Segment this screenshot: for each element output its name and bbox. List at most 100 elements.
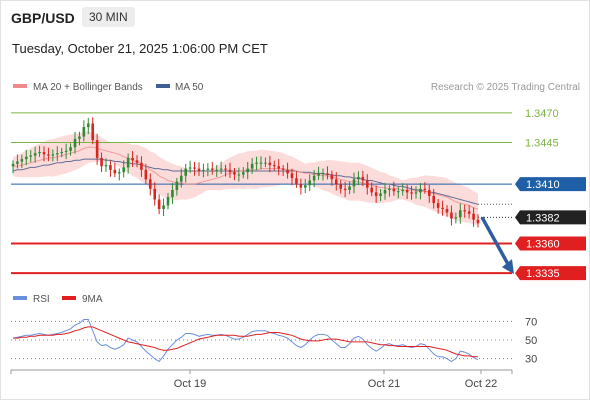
price-levels bbox=[11, 112, 512, 275]
candle-body bbox=[206, 168, 210, 170]
candle-body bbox=[153, 188, 157, 200]
candle-body bbox=[295, 178, 298, 185]
chart-datetime: Tuesday, October 21, 2025 1:06:00 PM CET bbox=[12, 41, 268, 56]
candle-body bbox=[20, 159, 24, 162]
candle-body bbox=[131, 157, 134, 161]
candle-body bbox=[401, 190, 405, 192]
level-tag-support bbox=[515, 266, 586, 281]
candle-body bbox=[348, 186, 351, 190]
candle-body bbox=[126, 157, 130, 168]
candle-body bbox=[175, 181, 179, 190]
forecast-arrow-shaft bbox=[480, 216, 510, 265]
candle-body bbox=[86, 123, 90, 128]
candle-body bbox=[117, 172, 121, 174]
candle-body bbox=[414, 192, 418, 194]
candle-body bbox=[476, 219, 480, 224]
candle-body bbox=[255, 162, 258, 164]
candle-body bbox=[193, 167, 196, 169]
candle-body bbox=[427, 190, 431, 196]
candle-body bbox=[352, 179, 356, 187]
candle-body bbox=[441, 207, 444, 209]
resistance-label: 1.3470 bbox=[525, 108, 559, 120]
candle-body bbox=[82, 127, 86, 137]
candle-body bbox=[188, 167, 192, 169]
x-tick-label: Oct 22 bbox=[465, 378, 497, 390]
candle-body bbox=[140, 162, 143, 170]
ma20-legend-label: MA 20 + Bollinger Bands bbox=[33, 82, 143, 93]
candle-body bbox=[166, 197, 170, 206]
candle-body bbox=[69, 147, 72, 151]
forecast-arrow bbox=[480, 216, 514, 275]
candle-body bbox=[286, 169, 289, 174]
candle-body bbox=[458, 210, 462, 218]
ma20-line bbox=[13, 146, 479, 210]
candle-body bbox=[33, 153, 37, 156]
ma20-legend-swatch bbox=[13, 84, 27, 88]
candle-body bbox=[454, 217, 458, 219]
candle-body bbox=[361, 176, 365, 181]
candle-body bbox=[290, 173, 294, 179]
candle-body bbox=[268, 162, 272, 166]
candle-body bbox=[370, 187, 374, 193]
rsi-line bbox=[12, 319, 479, 363]
candle-body bbox=[162, 205, 165, 209]
candle-body bbox=[277, 166, 281, 169]
candle-body bbox=[432, 195, 436, 204]
x-axis: Oct 19 Oct 21 Oct 22 bbox=[10, 370, 513, 390]
candle-body bbox=[91, 123, 95, 141]
candle-body bbox=[224, 168, 227, 170]
candle-body bbox=[392, 188, 396, 192]
candle-body bbox=[259, 162, 263, 164]
candle-body bbox=[241, 172, 245, 175]
candle-body bbox=[55, 153, 59, 155]
rsi-legend-swatch bbox=[13, 296, 27, 300]
candle-body bbox=[436, 203, 440, 208]
candle-body bbox=[321, 173, 325, 175]
candle-body bbox=[184, 168, 188, 176]
candle-body bbox=[38, 152, 41, 154]
timeframe-badge[interactable]: 30 MIN bbox=[82, 7, 135, 27]
candle-body bbox=[467, 211, 471, 214]
resistance-label: 1.3445 bbox=[525, 138, 559, 150]
candle-body bbox=[250, 163, 254, 169]
level-tag-text: 1.3335 bbox=[526, 268, 560, 280]
candle-body bbox=[73, 138, 77, 148]
candle-body bbox=[303, 185, 307, 188]
level-tag-text: 1.3360 bbox=[526, 238, 560, 250]
candle-body bbox=[95, 140, 99, 158]
candle-body bbox=[472, 213, 475, 220]
candle-body bbox=[383, 190, 387, 194]
candle-body bbox=[135, 160, 139, 163]
candle-body bbox=[388, 188, 391, 190]
candle-body bbox=[264, 162, 267, 164]
candle-body bbox=[339, 184, 343, 189]
rsi-tick-label: 50 bbox=[525, 335, 537, 347]
candle-body bbox=[47, 154, 50, 156]
ma50-legend-swatch bbox=[156, 84, 170, 88]
candle-body bbox=[197, 168, 201, 171]
candle-body bbox=[113, 169, 117, 174]
candle-body bbox=[104, 165, 108, 167]
candle-body bbox=[42, 152, 46, 155]
candle-body bbox=[312, 175, 316, 181]
candle-body bbox=[29, 155, 33, 157]
candle-body bbox=[179, 175, 183, 182]
candle-body bbox=[396, 191, 400, 193]
candle-body bbox=[171, 190, 174, 198]
candle-body bbox=[405, 190, 409, 193]
candle-body bbox=[219, 168, 223, 170]
level-tag-pivot bbox=[515, 177, 586, 192]
candle-body bbox=[60, 152, 64, 154]
level-tag-text: 1.3410 bbox=[526, 179, 560, 191]
candle-body bbox=[228, 169, 232, 173]
research-credit: Research © 2025 Trading Central bbox=[431, 82, 580, 93]
x-tick-label: Oct 19 bbox=[174, 378, 206, 390]
level-tag-support bbox=[515, 236, 586, 251]
candle-body bbox=[122, 167, 126, 173]
candle-body bbox=[202, 169, 205, 171]
candle-body bbox=[210, 168, 214, 170]
candle-body bbox=[109, 165, 112, 170]
candle-body bbox=[51, 154, 55, 156]
candle-body bbox=[100, 157, 103, 167]
candle-body bbox=[11, 163, 15, 167]
